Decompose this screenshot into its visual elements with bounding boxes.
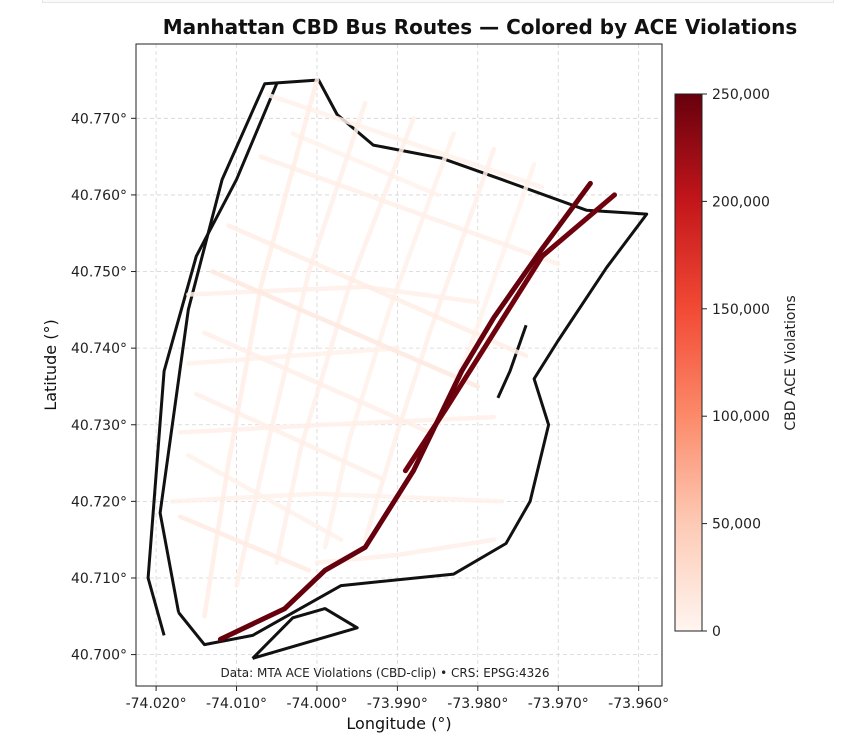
x-axis-ticks: -74.020° -74.010° -74.000° -73.990° -73.980°…: [126, 686, 669, 712]
plot-frame: [135, 43, 663, 687]
bus-route-line: [210, 269, 481, 389]
colorbar-ticks: 0 50,000 100,000 150,000 200,000 250,000: [702, 87, 770, 640]
colorbar-tick-label: 100,000: [712, 409, 770, 425]
chart-title: Manhattan CBD Bus Routes — Colored by AC…: [163, 15, 798, 39]
shoreline-boundary: [251, 607, 359, 660]
bus-route-line: [217, 180, 593, 642]
colorbar-tick-label: 50,000: [712, 517, 761, 533]
x-tick-label: -74.020°: [126, 696, 187, 712]
bus-routes: [169, 77, 617, 642]
colorbar-tick-label: 0: [712, 624, 721, 640]
x-tick-label: -73.990°: [367, 696, 428, 712]
bus-route-line: [362, 146, 497, 542]
bus-route-line: [186, 284, 481, 305]
x-tick-label: -74.010°: [206, 696, 267, 712]
bus-route-line: [169, 491, 505, 504]
colorbar: 0 50,000 100,000 150,000 200,000 250,000 CBD …: [674, 87, 799, 640]
bus-route-line: [194, 391, 384, 481]
y-tick-label: 40.700°: [71, 648, 127, 664]
y-tick-label: 40.760°: [71, 188, 127, 204]
shoreline-boundaries: [146, 78, 649, 660]
x-tick-label: -74.000°: [286, 696, 347, 712]
colorbar-tick-label: 150,000: [712, 302, 770, 318]
y-tick-label: 40.730°: [71, 418, 127, 434]
y-tick-label: 40.710°: [71, 571, 127, 587]
bus-route-line: [186, 345, 400, 366]
shoreline-boundary: [146, 83, 279, 636]
bus-route-line: [290, 131, 440, 198]
x-tick-label: -73.970°: [528, 696, 589, 712]
colorbar-label: CBD ACE Violations: [783, 295, 799, 430]
bus-route-line: [226, 223, 529, 359]
window-top-strip: [42, 0, 834, 3]
bus-route-line: [258, 154, 561, 267]
bus-route-line: [202, 77, 320, 619]
y-tick-label: 40.740°: [71, 341, 127, 357]
x-axis-label: Longitude (°): [346, 714, 451, 733]
y-tick-label: 40.750°: [71, 265, 127, 281]
shoreline-boundary: [496, 324, 528, 399]
shoreline-boundary: [158, 78, 649, 647]
colorbar-tick-label: 200,000: [712, 194, 770, 210]
bus-route-line: [274, 116, 416, 565]
bus-route-line: [177, 514, 312, 573]
y-axis-label: Latitude (°): [41, 319, 60, 410]
bus-route-line: [202, 330, 432, 435]
y-tick-label: 40.720°: [71, 494, 127, 510]
bus-route-line: [234, 100, 368, 588]
x-tick-label: -73.980°: [447, 696, 508, 712]
colorbar-gradient: [674, 93, 703, 632]
data-source-note: Data: MTA ACE Violations (CBD-clip) • CR…: [220, 666, 549, 680]
y-tick-label: 40.770°: [71, 111, 127, 127]
colorbar-tick-label: 250,000: [712, 87, 770, 103]
y-axis-ticks: 40.700° 40.710° 40.720° 40.730° 40.740° 40.75…: [71, 111, 136, 664]
x-tick-label: -73.960°: [608, 696, 669, 712]
